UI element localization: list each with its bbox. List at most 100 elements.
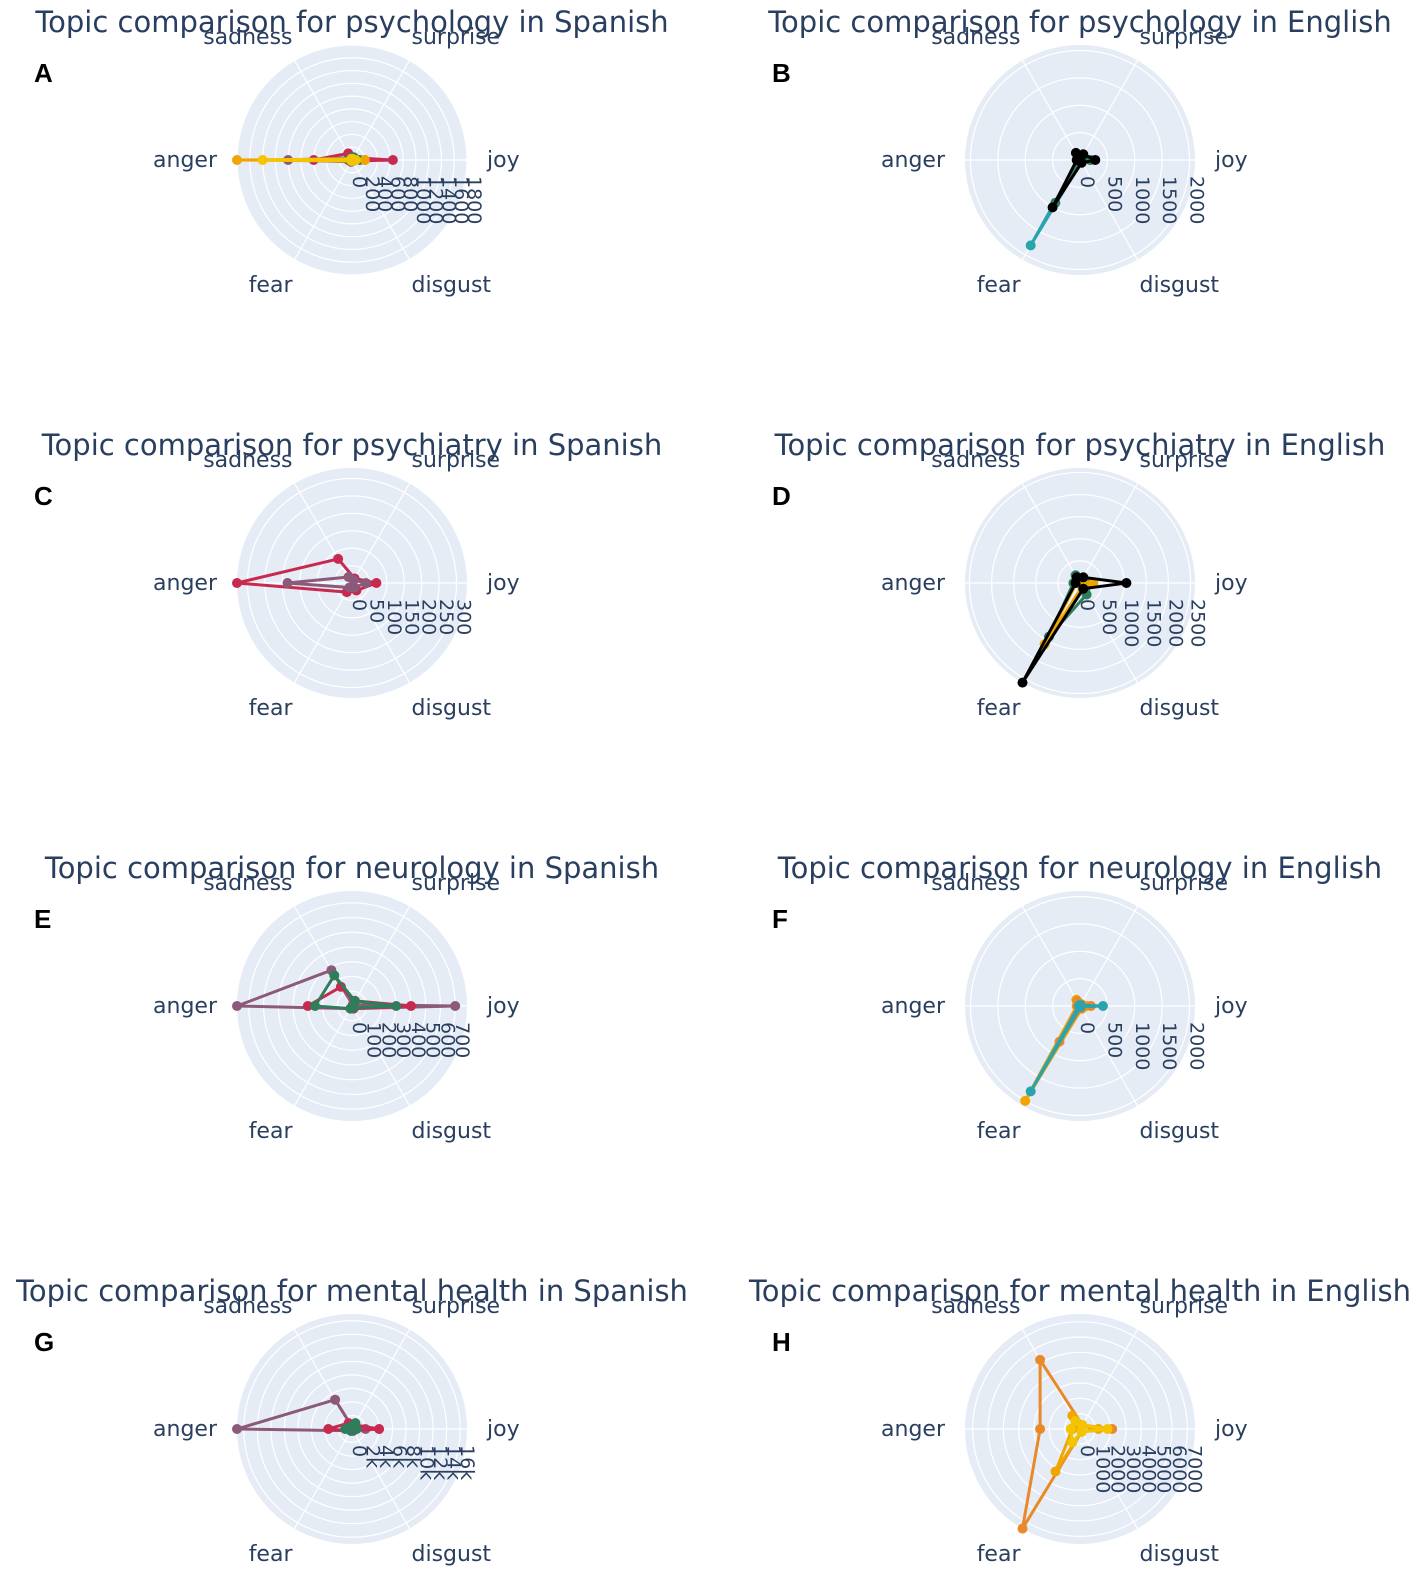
axis-label-anger: anger bbox=[153, 994, 218, 1019]
radial-tick-label: 1000 bbox=[412, 176, 434, 224]
spoke-surprise bbox=[1079, 906, 1139, 1007]
data-point-anger bbox=[232, 578, 242, 588]
axis-label-disgust: disgust bbox=[1140, 696, 1220, 721]
radial-tick-label: 400 bbox=[374, 176, 396, 212]
radial-tick-label: 500 bbox=[422, 1022, 444, 1058]
chart-title: Topic comparison for mental health in Sp… bbox=[15, 1274, 688, 1308]
radar-panel-f: Topic comparison for neurology in Englis… bbox=[772, 851, 1382, 1144]
data-point-anger bbox=[302, 1001, 313, 1011]
axis-label-disgust: disgust bbox=[412, 1119, 492, 1144]
data-point-fear bbox=[1050, 1466, 1061, 1477]
radial-tick-label: 1500 bbox=[1158, 1022, 1180, 1070]
axis-label-sadness: sadness bbox=[931, 25, 1020, 50]
radar-panel-c: Topic comparison for psychiatry in Spani… bbox=[34, 428, 662, 721]
axis-label-anger: anger bbox=[881, 994, 946, 1019]
axis-label-fear: fear bbox=[977, 273, 1022, 298]
spoke-fear bbox=[293, 1005, 353, 1106]
axis-label-disgust: disgust bbox=[1140, 1542, 1220, 1567]
radial-tick-label: 0 bbox=[1076, 1022, 1098, 1034]
radial-tick-label: 100 bbox=[383, 599, 405, 635]
radial-tick-label: 1800 bbox=[463, 176, 485, 224]
axis-label-fear: fear bbox=[249, 1119, 294, 1144]
spoke-disgust bbox=[1079, 1428, 1139, 1529]
data-point-anger bbox=[1070, 578, 1081, 588]
data-point-joy bbox=[406, 1001, 416, 1011]
axis-label-joy: joy bbox=[1214, 148, 1248, 173]
spoke-sadness bbox=[1021, 60, 1081, 161]
radial-tick-label: 10k bbox=[416, 1445, 438, 1480]
radial-tick-label: 600 bbox=[386, 176, 408, 212]
radial-tick-label: 1500 bbox=[1142, 599, 1164, 647]
radial-tick-label: 200 bbox=[361, 176, 383, 212]
axis-label-joy: joy bbox=[1214, 994, 1248, 1019]
axis-label-surprise: surprise bbox=[412, 871, 501, 896]
radial-tick-label: 300 bbox=[453, 599, 475, 635]
radial-tick-label: 2000 bbox=[1186, 176, 1208, 224]
radial-tick-label: 3000 bbox=[1122, 1445, 1144, 1493]
radial-tick-label: 1000 bbox=[1091, 1445, 1113, 1493]
chart-title: Topic comparison for neurology in Spanis… bbox=[44, 851, 659, 885]
radar-panel-b: Topic comparison for psychology in Engli… bbox=[767, 5, 1392, 298]
axis-label-joy: joy bbox=[1214, 571, 1248, 596]
radial-tick-label: 2000 bbox=[1164, 599, 1186, 647]
axis-label-joy: joy bbox=[486, 1417, 520, 1442]
spoke-sadness bbox=[1021, 483, 1081, 584]
data-point-joy bbox=[1102, 1424, 1113, 1434]
radial-tick-label: 5000 bbox=[1153, 1445, 1175, 1493]
data-point-fear bbox=[1020, 1095, 1031, 1106]
data-point-anger bbox=[232, 1001, 242, 1011]
data-point-joy bbox=[1098, 1001, 1108, 1011]
radial-tick-label: 200 bbox=[377, 1022, 399, 1058]
radial-tick-label: 0 bbox=[348, 176, 370, 188]
panel-letter: D bbox=[772, 481, 791, 511]
data-point-sadness bbox=[330, 1394, 341, 1405]
data-point-anger bbox=[1035, 1424, 1046, 1434]
axis-label-fear: fear bbox=[977, 1542, 1022, 1567]
data-point-joy bbox=[360, 578, 371, 588]
spoke-fear bbox=[293, 1428, 353, 1529]
axis-label-surprise: surprise bbox=[412, 25, 501, 50]
spoke-fear bbox=[293, 159, 353, 260]
axis-label-anger: anger bbox=[881, 148, 946, 173]
spoke-disgust bbox=[351, 1005, 411, 1106]
radial-tick-label: 16k bbox=[456, 1445, 478, 1480]
spoke-surprise bbox=[351, 906, 411, 1007]
axis-label-surprise: surprise bbox=[412, 1294, 501, 1319]
data-point-anger bbox=[323, 1424, 334, 1434]
data-point-disgust bbox=[349, 582, 360, 593]
axis-label-sadness: sadness bbox=[931, 448, 1020, 473]
axis-label-joy: joy bbox=[486, 148, 520, 173]
data-point-joy bbox=[1090, 155, 1101, 165]
radial-tick-label: 2000 bbox=[1107, 1445, 1129, 1493]
data-point-joy bbox=[387, 155, 398, 165]
radar-panel-d: Topic comparison for psychiatry in Engli… bbox=[772, 428, 1385, 721]
data-point-disgust bbox=[347, 1425, 358, 1436]
data-point-surprise bbox=[1078, 149, 1089, 160]
data-point-anger bbox=[257, 155, 268, 165]
spoke-disgust bbox=[351, 159, 411, 260]
radial-tick-label: 0 bbox=[348, 1445, 370, 1457]
axis-label-sadness: sadness bbox=[931, 871, 1020, 896]
data-point-anger bbox=[310, 1001, 321, 1011]
spoke-sadness bbox=[1021, 906, 1081, 1007]
data-point-anger bbox=[1065, 1424, 1076, 1434]
data-point-sadness bbox=[1035, 1354, 1046, 1365]
axis-label-sadness: sadness bbox=[203, 25, 292, 50]
axis-label-disgust: disgust bbox=[412, 696, 492, 721]
radial-tick-label: 2500 bbox=[1187, 599, 1209, 647]
panel-letter: B bbox=[772, 58, 791, 88]
data-point-disgust bbox=[1075, 1001, 1086, 1012]
data-point-fear bbox=[1025, 240, 1036, 251]
axis-label-anger: anger bbox=[153, 1417, 218, 1442]
chart-title: Topic comparison for psychiatry in Spani… bbox=[41, 428, 662, 462]
radial-tick-label: 2000 bbox=[1186, 1022, 1208, 1070]
radial-tick-label: 100 bbox=[363, 1022, 385, 1058]
radial-tick-label: 6000 bbox=[1168, 1445, 1190, 1493]
radial-tick-label: 14k bbox=[443, 1445, 465, 1480]
radial-tick-label: 400 bbox=[407, 1022, 429, 1058]
data-point-joy bbox=[374, 1424, 385, 1434]
spoke-surprise bbox=[1079, 1329, 1139, 1430]
radial-tick-label: 300 bbox=[392, 1022, 414, 1058]
radial-tick-label: 0 bbox=[1076, 176, 1098, 188]
